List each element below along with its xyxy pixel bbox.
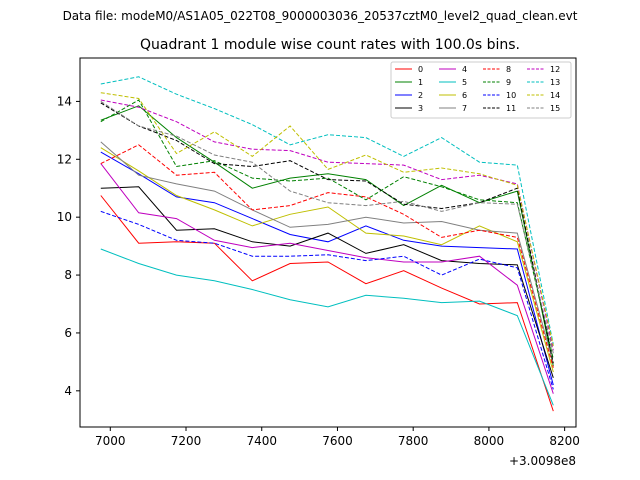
series-line-0 bbox=[100, 195, 554, 412]
plot-frame bbox=[79, 57, 577, 428]
series-line-4 bbox=[100, 163, 554, 394]
legend-label-6: 6 bbox=[462, 91, 467, 100]
y-tick-label: 4 bbox=[64, 384, 72, 398]
legend-label-5: 5 bbox=[462, 78, 467, 87]
x-tick-label: 7000 bbox=[95, 434, 126, 448]
chart-title: Quadrant 1 module wise count rates with … bbox=[140, 37, 520, 53]
x-tick-label: 7600 bbox=[322, 434, 353, 448]
x-axis: 7000 7200 7400 7600 7800 8000 8200 bbox=[95, 427, 580, 448]
x-tick-label: 7800 bbox=[398, 434, 429, 448]
y-tick-label: 6 bbox=[64, 326, 72, 340]
legend-box bbox=[390, 61, 572, 119]
legend-label-9: 9 bbox=[506, 78, 511, 87]
y-tick-label: 8 bbox=[64, 268, 72, 282]
legend-label-1: 1 bbox=[418, 78, 423, 87]
legend-label-13: 13 bbox=[550, 78, 560, 87]
series-line-3 bbox=[100, 186, 554, 378]
series-line-5 bbox=[100, 248, 554, 406]
legend-label-15: 15 bbox=[550, 104, 560, 113]
legend-label-11: 11 bbox=[506, 104, 516, 113]
x-tick-label: 8200 bbox=[549, 434, 580, 448]
series-line-10 bbox=[100, 210, 554, 390]
y-axis: 4 6 8 10 12 14 bbox=[57, 94, 80, 398]
x-tick-label: 7400 bbox=[246, 434, 277, 448]
legend-label-0: 0 bbox=[418, 65, 423, 74]
legend-label-7: 7 bbox=[462, 104, 467, 113]
series-line-8 bbox=[100, 144, 554, 368]
legend-label-4: 4 bbox=[462, 65, 467, 74]
x-axis-offset-label: +3.0098e8 bbox=[509, 454, 576, 468]
series-line-13 bbox=[100, 76, 554, 345]
series-line-2 bbox=[100, 151, 554, 386]
x-tick-label: 8000 bbox=[474, 434, 505, 448]
legend-label-12: 12 bbox=[550, 65, 560, 74]
series-line-12 bbox=[100, 99, 554, 351]
x-tick-label: 7200 bbox=[171, 434, 202, 448]
series-line-1 bbox=[100, 105, 554, 367]
plot-area bbox=[100, 76, 554, 412]
series-line-11 bbox=[100, 102, 554, 364]
series-line-14 bbox=[100, 92, 554, 347]
series-line-9 bbox=[100, 99, 554, 360]
legend-label-3: 3 bbox=[418, 104, 423, 113]
y-tick-label: 12 bbox=[57, 152, 72, 166]
legend-label-2: 2 bbox=[418, 91, 423, 100]
series-line-6 bbox=[100, 147, 554, 373]
series-line-15 bbox=[100, 100, 554, 354]
y-tick-label: 10 bbox=[57, 210, 72, 224]
y-tick-label: 14 bbox=[57, 94, 72, 108]
legend-label-14: 14 bbox=[550, 91, 560, 100]
data-file-label: Data file: modeM0/AS1A05_022T08_90000030… bbox=[63, 9, 578, 23]
legend-label-8: 8 bbox=[506, 65, 511, 74]
legend-label-10: 10 bbox=[506, 91, 516, 100]
